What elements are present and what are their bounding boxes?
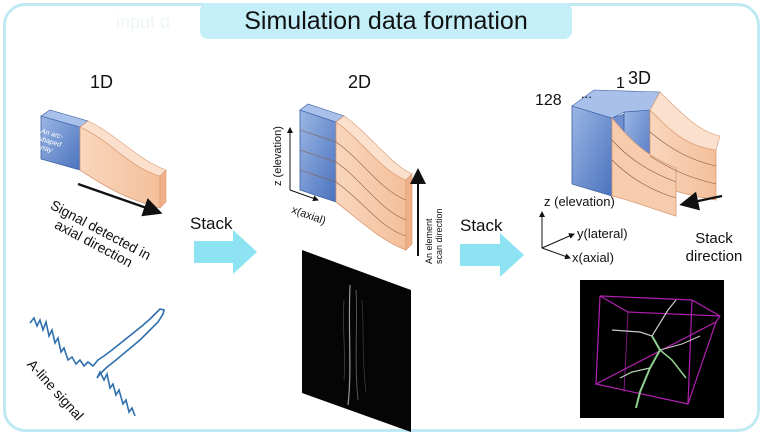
axis-x-3d: x(axial) <box>572 250 614 265</box>
label-2d: 2D <box>348 72 372 92</box>
ultrasound-2d-image <box>302 250 411 432</box>
axes-2d <box>287 127 319 202</box>
faint-text: input d <box>116 12 171 32</box>
scan-direction-label: An element scan direction <box>424 208 444 264</box>
index-1: 1 <box>616 75 625 92</box>
stack-label-2: Stack <box>460 216 503 235</box>
axis-z-2d: z (elevation) <box>272 126 284 186</box>
axial-arrow-1d <box>77 182 163 217</box>
transducer-2d <box>299 103 413 251</box>
transducer-3d <box>571 89 721 217</box>
axis-z-3d: z (elevation) <box>544 194 615 209</box>
volume-3d-image <box>580 280 724 418</box>
stack-label-1: Stack <box>190 214 233 233</box>
index-128: 128 <box>535 92 562 109</box>
a-line-signal <box>29 308 165 417</box>
diagram-title: Simulation data formation <box>200 3 572 39</box>
stack-direction-arrow <box>679 191 723 211</box>
stack-arrow-1 <box>194 230 257 274</box>
axes-3d <box>539 211 575 260</box>
stack-direction-label: Stack direction <box>685 230 743 265</box>
stack-arrow-2 <box>460 233 524 277</box>
axis-y-3d: y(lateral) <box>577 226 628 241</box>
index-dots: ... <box>581 86 592 101</box>
label-3d: 3D <box>628 68 652 88</box>
label-1d: 1D <box>90 72 114 92</box>
